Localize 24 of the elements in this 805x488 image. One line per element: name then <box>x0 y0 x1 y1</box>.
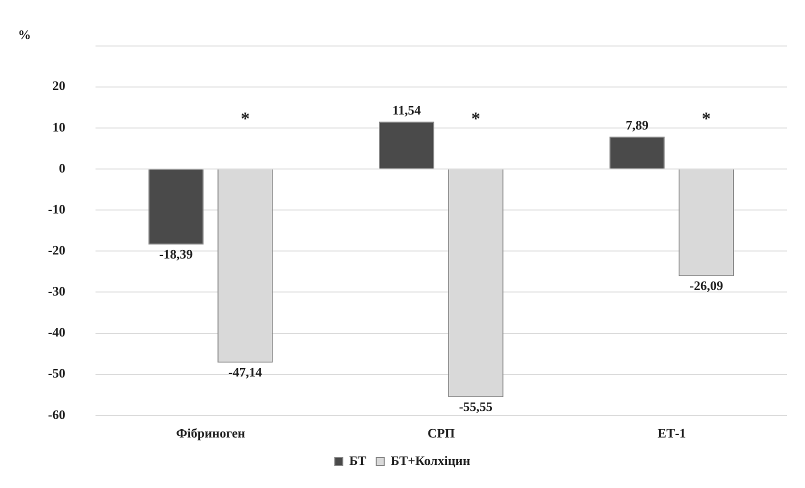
data-label: -47,14 <box>228 364 262 380</box>
annotation: * <box>471 108 480 128</box>
data-label: -55,55 <box>458 398 494 414</box>
x-tick-label: СРП <box>427 426 455 441</box>
x-tick-label: Фібриноген <box>176 426 246 441</box>
data-label: -18,39 <box>159 246 194 262</box>
y-tick-label: -10 <box>48 201 66 216</box>
y-tick-label: 0 <box>58 160 66 176</box>
y-tick-label: -60 <box>48 406 66 422</box>
y-tick-label: -40 <box>48 324 66 340</box>
legend-label: БТ <box>349 452 367 468</box>
annotation: * <box>702 108 711 128</box>
y-tick-label: 10 <box>52 119 66 134</box>
data-label: 11,54 <box>392 102 422 118</box>
x-tick-label: ЕТ-1 <box>658 426 686 441</box>
y-tick-label: -20 <box>48 242 66 258</box>
y-tick-label: -30 <box>48 284 66 299</box>
legend-label: БТ+Колхіцин <box>390 452 471 468</box>
y-axis-title: % <box>18 27 31 42</box>
y-tick-label: -50 <box>48 366 66 381</box>
data-label: -26,09 <box>690 278 724 293</box>
y-tick-label: 20 <box>52 78 66 94</box>
data-label: 7,89 <box>626 117 650 132</box>
annotation: * <box>240 108 250 128</box>
